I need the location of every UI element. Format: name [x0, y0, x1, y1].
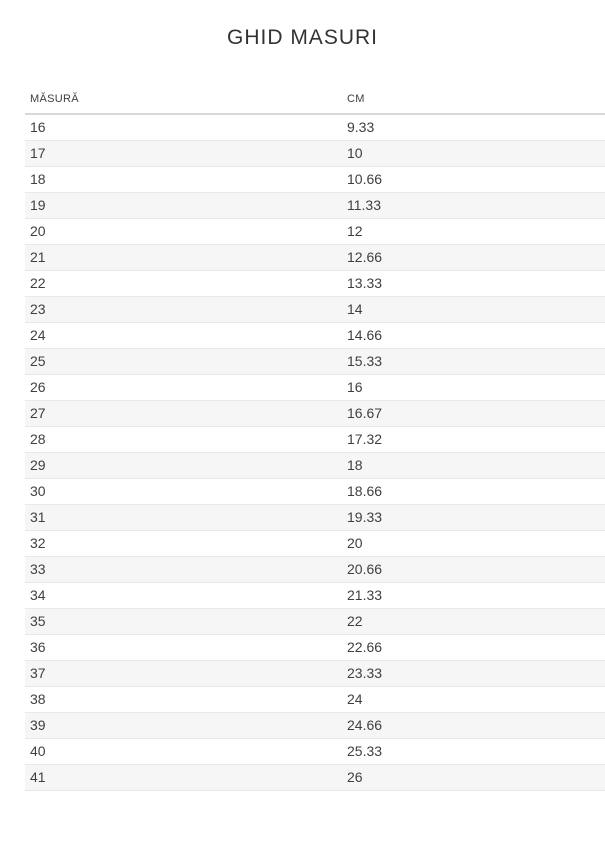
- table-row: 36 22.66: [25, 634, 605, 661]
- cm-cell: 12.66: [342, 244, 605, 271]
- cm-cell: 16.67: [342, 400, 605, 427]
- table-row: 37 23.33: [25, 660, 605, 687]
- table-row: 20 12: [25, 218, 605, 245]
- size-cell: 28: [25, 426, 342, 453]
- cm-cell: 18: [342, 452, 605, 479]
- cm-cell: 16: [342, 374, 605, 401]
- size-cell: 32: [25, 530, 342, 557]
- size-cell: 33: [25, 556, 342, 583]
- cm-cell: 10: [342, 140, 605, 167]
- size-cell: 24: [25, 322, 342, 349]
- size-table-body: 16 9.33 17 10 18 10.66 19 11.33 20 12 21 12.66 22 13.…: [25, 114, 605, 791]
- size-guide-table: MĂSURĂ CM 16 9.33 17 10 18 10.66 19 11.33 20 12 21…: [25, 88, 605, 791]
- cm-cell: 20.66: [342, 556, 605, 583]
- cm-cell: 22: [342, 608, 605, 635]
- size-cell: 26: [25, 374, 342, 401]
- cm-cell: 24: [342, 686, 605, 713]
- size-cell: 16: [25, 114, 342, 141]
- cm-cell: 20: [342, 530, 605, 557]
- size-cell: 37: [25, 660, 342, 687]
- table-row: 31 19.33: [25, 504, 605, 531]
- table-row: 18 10.66: [25, 166, 605, 193]
- size-cell: 31: [25, 504, 342, 531]
- table-row: 29 18: [25, 452, 605, 479]
- table-row: 40 25.33: [25, 738, 605, 765]
- size-cell: 21: [25, 244, 342, 271]
- size-cell: 25: [25, 348, 342, 375]
- cm-cell: 21.33: [342, 582, 605, 609]
- cm-cell: 11.33: [342, 192, 605, 219]
- table-row: 38 24: [25, 686, 605, 713]
- table-row: 19 11.33: [25, 192, 605, 219]
- size-cell: 36: [25, 634, 342, 661]
- table-row: 33 20.66: [25, 556, 605, 583]
- cm-cell: 26: [342, 764, 605, 791]
- size-cell: 18: [25, 166, 342, 193]
- size-cell: 35: [25, 608, 342, 635]
- cm-cell: 12: [342, 218, 605, 245]
- size-cell: 40: [25, 738, 342, 765]
- table-row: 27 16.67: [25, 400, 605, 427]
- table-row: 35 22: [25, 608, 605, 635]
- table-row: 30 18.66: [25, 478, 605, 505]
- cm-cell: 22.66: [342, 634, 605, 661]
- table-row: 28 17.32: [25, 426, 605, 453]
- table-row: 21 12.66: [25, 244, 605, 271]
- cm-cell: 23.33: [342, 660, 605, 687]
- table-row: 16 9.33: [25, 114, 605, 141]
- size-cell: 34: [25, 582, 342, 609]
- cm-cell: 9.33: [342, 114, 605, 141]
- table-row: 24 14.66: [25, 322, 605, 349]
- cm-cell: 10.66: [342, 166, 605, 193]
- cm-cell: 24.66: [342, 712, 605, 739]
- table-row: 25 15.33: [25, 348, 605, 375]
- column-header-masura: MĂSURĂ: [25, 88, 342, 115]
- table-row: 22 13.33: [25, 270, 605, 297]
- column-header-cm: CM: [342, 88, 605, 115]
- size-cell: 39: [25, 712, 342, 739]
- cm-cell: 13.33: [342, 270, 605, 297]
- table-row: 17 10: [25, 140, 605, 167]
- size-cell: 41: [25, 764, 342, 791]
- cm-cell: 18.66: [342, 478, 605, 505]
- table-row: 26 16: [25, 374, 605, 401]
- size-cell: 23: [25, 296, 342, 323]
- cm-cell: 19.33: [342, 504, 605, 531]
- table-row: 39 24.66: [25, 712, 605, 739]
- table-row: 23 14: [25, 296, 605, 323]
- cm-cell: 15.33: [342, 348, 605, 375]
- size-cell: 22: [25, 270, 342, 297]
- size-cell: 30: [25, 478, 342, 505]
- size-table-header: MĂSURĂ CM: [25, 88, 605, 115]
- size-cell: 17: [25, 140, 342, 167]
- table-row: 32 20: [25, 530, 605, 557]
- cm-cell: 25.33: [342, 738, 605, 765]
- size-cell: 38: [25, 686, 342, 713]
- table-row: 41 26: [25, 764, 605, 791]
- page-title: GHID MASURI: [226, 26, 378, 49]
- size-cell: 20: [25, 218, 342, 245]
- table-row: 34 21.33: [25, 582, 605, 609]
- size-cell: 27: [25, 400, 342, 427]
- cm-cell: 14.66: [342, 322, 605, 349]
- size-guide-table-container: MĂSURĂ CM 16 9.33 17 10 18 10.66 19 11.33 20 12 21…: [25, 88, 605, 791]
- size-cell: 19: [25, 192, 342, 219]
- cm-cell: 17.32: [342, 426, 605, 453]
- size-cell: 29: [25, 452, 342, 479]
- header-row: MĂSURĂ CM: [25, 88, 605, 115]
- cm-cell: 14: [342, 296, 605, 323]
